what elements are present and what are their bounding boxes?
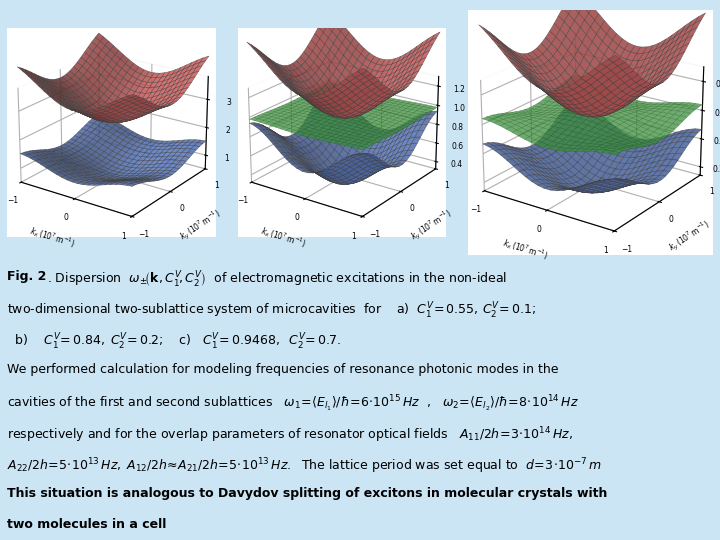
Y-axis label: $k_y\,(10^7\,{\rm m}^{-1})$: $k_y\,(10^7\,{\rm m}^{-1})$ [177,207,225,245]
Text: b)    $C_1^V\!=0.84,\; C_2^V\!=0.2$;    c)   $C_1^V\!=0.9468,\;\; C_2^V\!=0.7$.: b) $C_1^V\!=0.84,\; C_2^V\!=0.2$; c) $C_… [7,332,341,352]
X-axis label: $k_x\,(10^7\,{\rm m}^{-1})$: $k_x\,(10^7\,{\rm m}^{-1})$ [258,224,307,251]
Text: We performed calculation for modeling frequencies of resonance photonic modes in: We performed calculation for modeling fr… [7,363,559,376]
Text: respectively and for the overlap parameters of resonator optical fields   $A_{11: respectively and for the overlap paramet… [7,426,573,445]
Text: $A_{22}/2h\!=\!5\!\cdot\!10^{13}\,Hz,\; A_{12}/2h\!\approx\!A_{21}/2h\!=\!5\!\cd: $A_{22}/2h\!=\!5\!\cdot\!10^{13}\,Hz,\; … [7,456,603,476]
Text: cavities of the first and second sublattices   $\omega_1\!=\!\langle E_{l_1}\ran: cavities of the first and second sublatt… [7,394,580,414]
X-axis label: $k_x\,(10^7\,{\rm m}^{-1})$: $k_x\,(10^7\,{\rm m}^{-1})$ [500,235,549,262]
Text: This situation is analogous to Davydov splitting of excitons in molecular crysta: This situation is analogous to Davydov s… [7,488,608,501]
Text: Fig. 2: Fig. 2 [7,270,47,283]
Text: two-dimensional two-sublattice system of microcavities  for    a)  $C_1^V\!=0.55: two-dimensional two-sublattice system of… [7,301,536,321]
Text: two molecules in a cell: two molecules in a cell [7,518,166,531]
Y-axis label: $k_y\,(10^7\,{\rm m}^{-1})$: $k_y\,(10^7\,{\rm m}^{-1})$ [666,217,714,255]
Text: . Dispersion  $\omega_{\pm}\!\left(\mathbf{k},C_1^V\!,C_2^V\right)$  of electrom: . Dispersion $\omega_{\pm}\!\left(\mathb… [47,270,507,290]
X-axis label: $k_x\,(10^7\,{\rm m}^{-1})$: $k_x\,(10^7\,{\rm m}^{-1})$ [28,224,77,251]
Y-axis label: $k_y\,(10^7\,{\rm m}^{-1})$: $k_y\,(10^7\,{\rm m}^{-1})$ [408,207,455,245]
